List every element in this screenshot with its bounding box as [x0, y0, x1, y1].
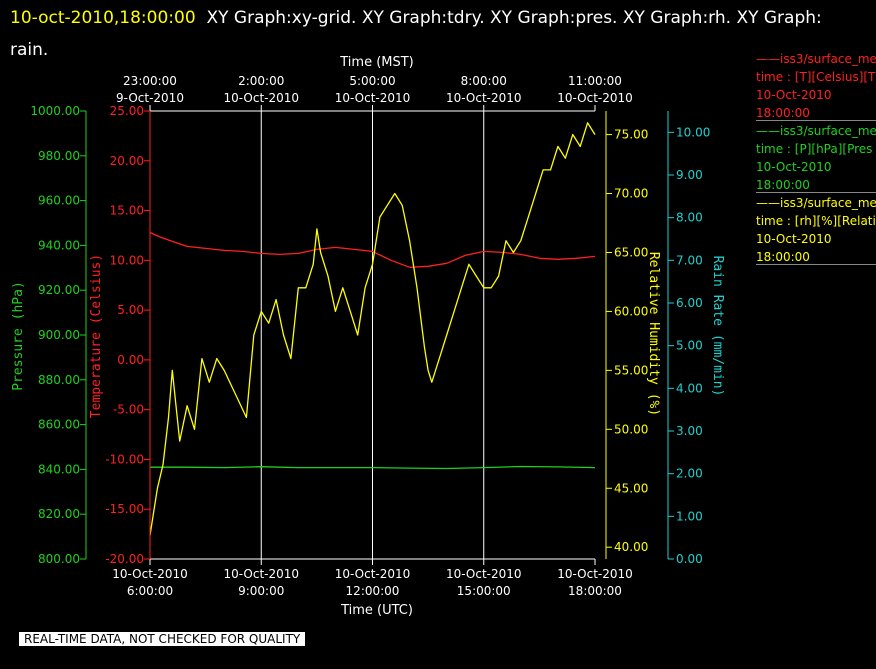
humidity-tick-label: 70.00 — [614, 187, 648, 201]
series-lines — [149, 122, 596, 536]
vertical-grid — [260, 111, 485, 559]
legend-temperature-source: iss3/surface_me — [780, 52, 876, 66]
legend-temperature-time: 18:00:00 — [756, 106, 810, 120]
header-graph-titles: XY Graph:xy-grid. XY Graph:tdry. XY Grap… — [10, 8, 822, 60]
pressure-tick-label: 880.00 — [38, 373, 80, 387]
top-tick-date: 10-Oct-2010 — [557, 91, 633, 105]
top-tick-time: 8:00:00 — [461, 74, 507, 88]
rain-tick-label: 9.00 — [676, 168, 703, 182]
legend-entry-temperature: ——iss3/surface_me time : [T][Celsius][T … — [756, 52, 876, 121]
pressure-tick-label: 940.00 — [38, 238, 80, 252]
legend-pressure-date: 10-Oct-2010 — [756, 160, 832, 174]
humidity-tick-label: 65.00 — [614, 245, 648, 259]
bottom-tick-time: 12:00:00 — [346, 584, 400, 598]
legend-humidity-source: iss3/surface_me — [780, 196, 876, 210]
pressure-tick-label: 960.00 — [38, 194, 80, 208]
pressure-tick-label: 900.00 — [38, 328, 80, 342]
rain-tick-label: 7.00 — [676, 253, 703, 267]
pressure-axis-title: Pressure (hPa) — [11, 281, 26, 391]
temperature-tick-label: 15.00 — [110, 204, 144, 218]
pressure-tick-label: 980.00 — [38, 149, 80, 163]
axes: 10-Oct-2010 6:00:00 10-Oct-2010 9:00:00 10-O… — [30, 74, 710, 598]
legend-entry-humidity: ——iss3/surface_me time : [rh][%][Relati … — [756, 196, 876, 265]
rain-tick-label: 10.00 — [676, 125, 710, 139]
temperature-tick-label: 5.00 — [117, 303, 144, 317]
temperature-tick-label: -15.00 — [105, 502, 144, 516]
legend-humidity-time: 18:00:00 — [756, 250, 810, 264]
bottom-tick-date: 10-Oct-2010 — [557, 567, 633, 581]
rain-tick-label: 1.00 — [676, 509, 703, 523]
top-tick-date: 10-Oct-2010 — [223, 91, 299, 105]
temperature-tick-label: 20.00 — [110, 154, 144, 168]
top-axis-title: Time (MST) — [339, 55, 414, 70]
humidity-tick-label: 40.00 — [614, 540, 648, 554]
top-tick-time: 5:00:00 — [349, 74, 395, 88]
top-tick-time: 11:00:00 — [568, 74, 622, 88]
bottom-tick-date: 10-Oct-2010 — [112, 567, 188, 581]
pressure-tick-label: 840.00 — [38, 462, 80, 476]
legend-temperature-field: time : [T][Celsius][T — [756, 70, 876, 84]
header-timestamp: 10-oct-2010,18:00:00 — [10, 8, 196, 28]
temperature-tick-label: -5.00 — [113, 403, 144, 417]
temperature-axis-title: Temperature (Celsius) — [89, 254, 104, 418]
legend-pressure-field: time : [P][hPa][Pres — [756, 142, 873, 156]
legend-pressure-source: iss3/surface_me — [780, 124, 876, 138]
series-pressure — [150, 465, 596, 470]
pressure-tick-label: 920.00 — [38, 283, 80, 297]
rain-tick-label: 4.00 — [676, 381, 703, 395]
rain-tick-label: 6.00 — [676, 296, 703, 310]
legend-humidity-date: 10-Oct-2010 — [756, 232, 832, 246]
temperature-tick-label: 10.00 — [110, 253, 144, 267]
temperature-tick-label: 25.00 — [110, 104, 144, 118]
bottom-tick-date: 10-Oct-2010 — [335, 567, 411, 581]
rain-axis-title: Rain Rate (mm/min) — [710, 256, 725, 397]
bottom-tick-time: 9:00:00 — [238, 584, 284, 598]
top-tick-date: 10-Oct-2010 — [335, 91, 411, 105]
top-tick-date: 9-Oct-2010 — [116, 91, 184, 105]
legend-humidity-field: time : [rh][%][Relati — [756, 214, 876, 228]
humidity-tick-label: 75.00 — [614, 128, 648, 142]
humidity-tick-label: 55.00 — [614, 363, 648, 377]
rain-tick-label: 2.00 — [676, 467, 703, 481]
top-tick-time: 2:00:00 — [238, 74, 284, 88]
temperature-tick-label: -10.00 — [105, 452, 144, 466]
rain-tick-label: 5.00 — [676, 339, 703, 353]
bottom-tick-time: 18:00:00 — [568, 584, 622, 598]
pressure-tick-label: 800.00 — [38, 552, 80, 566]
humidity-axis-title: Relative Humidity (%) — [646, 252, 661, 416]
graph-header: 10-oct-2010,18:00:00 XY Graph:xy-grid. X… — [10, 2, 840, 66]
humidity-tick-label: 60.00 — [614, 304, 648, 318]
bottom-axis-title: Time (UTC) — [340, 603, 413, 618]
pressure-tick-label: 860.00 — [38, 418, 80, 432]
rain-tick-label: 3.00 — [676, 424, 703, 438]
legend-temperature-date: 10-Oct-2010 — [756, 88, 832, 102]
quality-disclaimer: REAL-TIME DATA, NOT CHECKED FOR QUALITY — [19, 632, 306, 646]
series-humidity — [149, 122, 596, 536]
legend-pressure-time: 18:00:00 — [756, 178, 810, 192]
pressure-tick-label: 1000.00 — [30, 104, 80, 118]
pressure-tick-label: 820.00 — [38, 507, 80, 521]
rain-tick-label: 0.00 — [676, 552, 703, 566]
legend-entry-pressure: ——iss3/surface_me time : [P][hPa][Pres 1… — [756, 124, 876, 193]
bottom-tick-time: 6:00:00 — [127, 584, 173, 598]
bottom-tick-date: 10-Oct-2010 — [223, 567, 299, 581]
temperature-tick-label: -20.00 — [105, 552, 144, 566]
humidity-tick-label: 45.00 — [614, 481, 648, 495]
bottom-tick-time: 15:00:00 — [457, 584, 511, 598]
top-tick-date: 10-Oct-2010 — [446, 91, 522, 105]
humidity-tick-label: 50.00 — [614, 422, 648, 436]
top-tick-time: 23:00:00 — [123, 74, 177, 88]
temperature-tick-label: 0.00 — [117, 353, 144, 367]
bottom-tick-date: 10-Oct-2010 — [446, 567, 522, 581]
rain-tick-label: 8.00 — [676, 211, 703, 225]
series-temperature — [149, 231, 596, 268]
